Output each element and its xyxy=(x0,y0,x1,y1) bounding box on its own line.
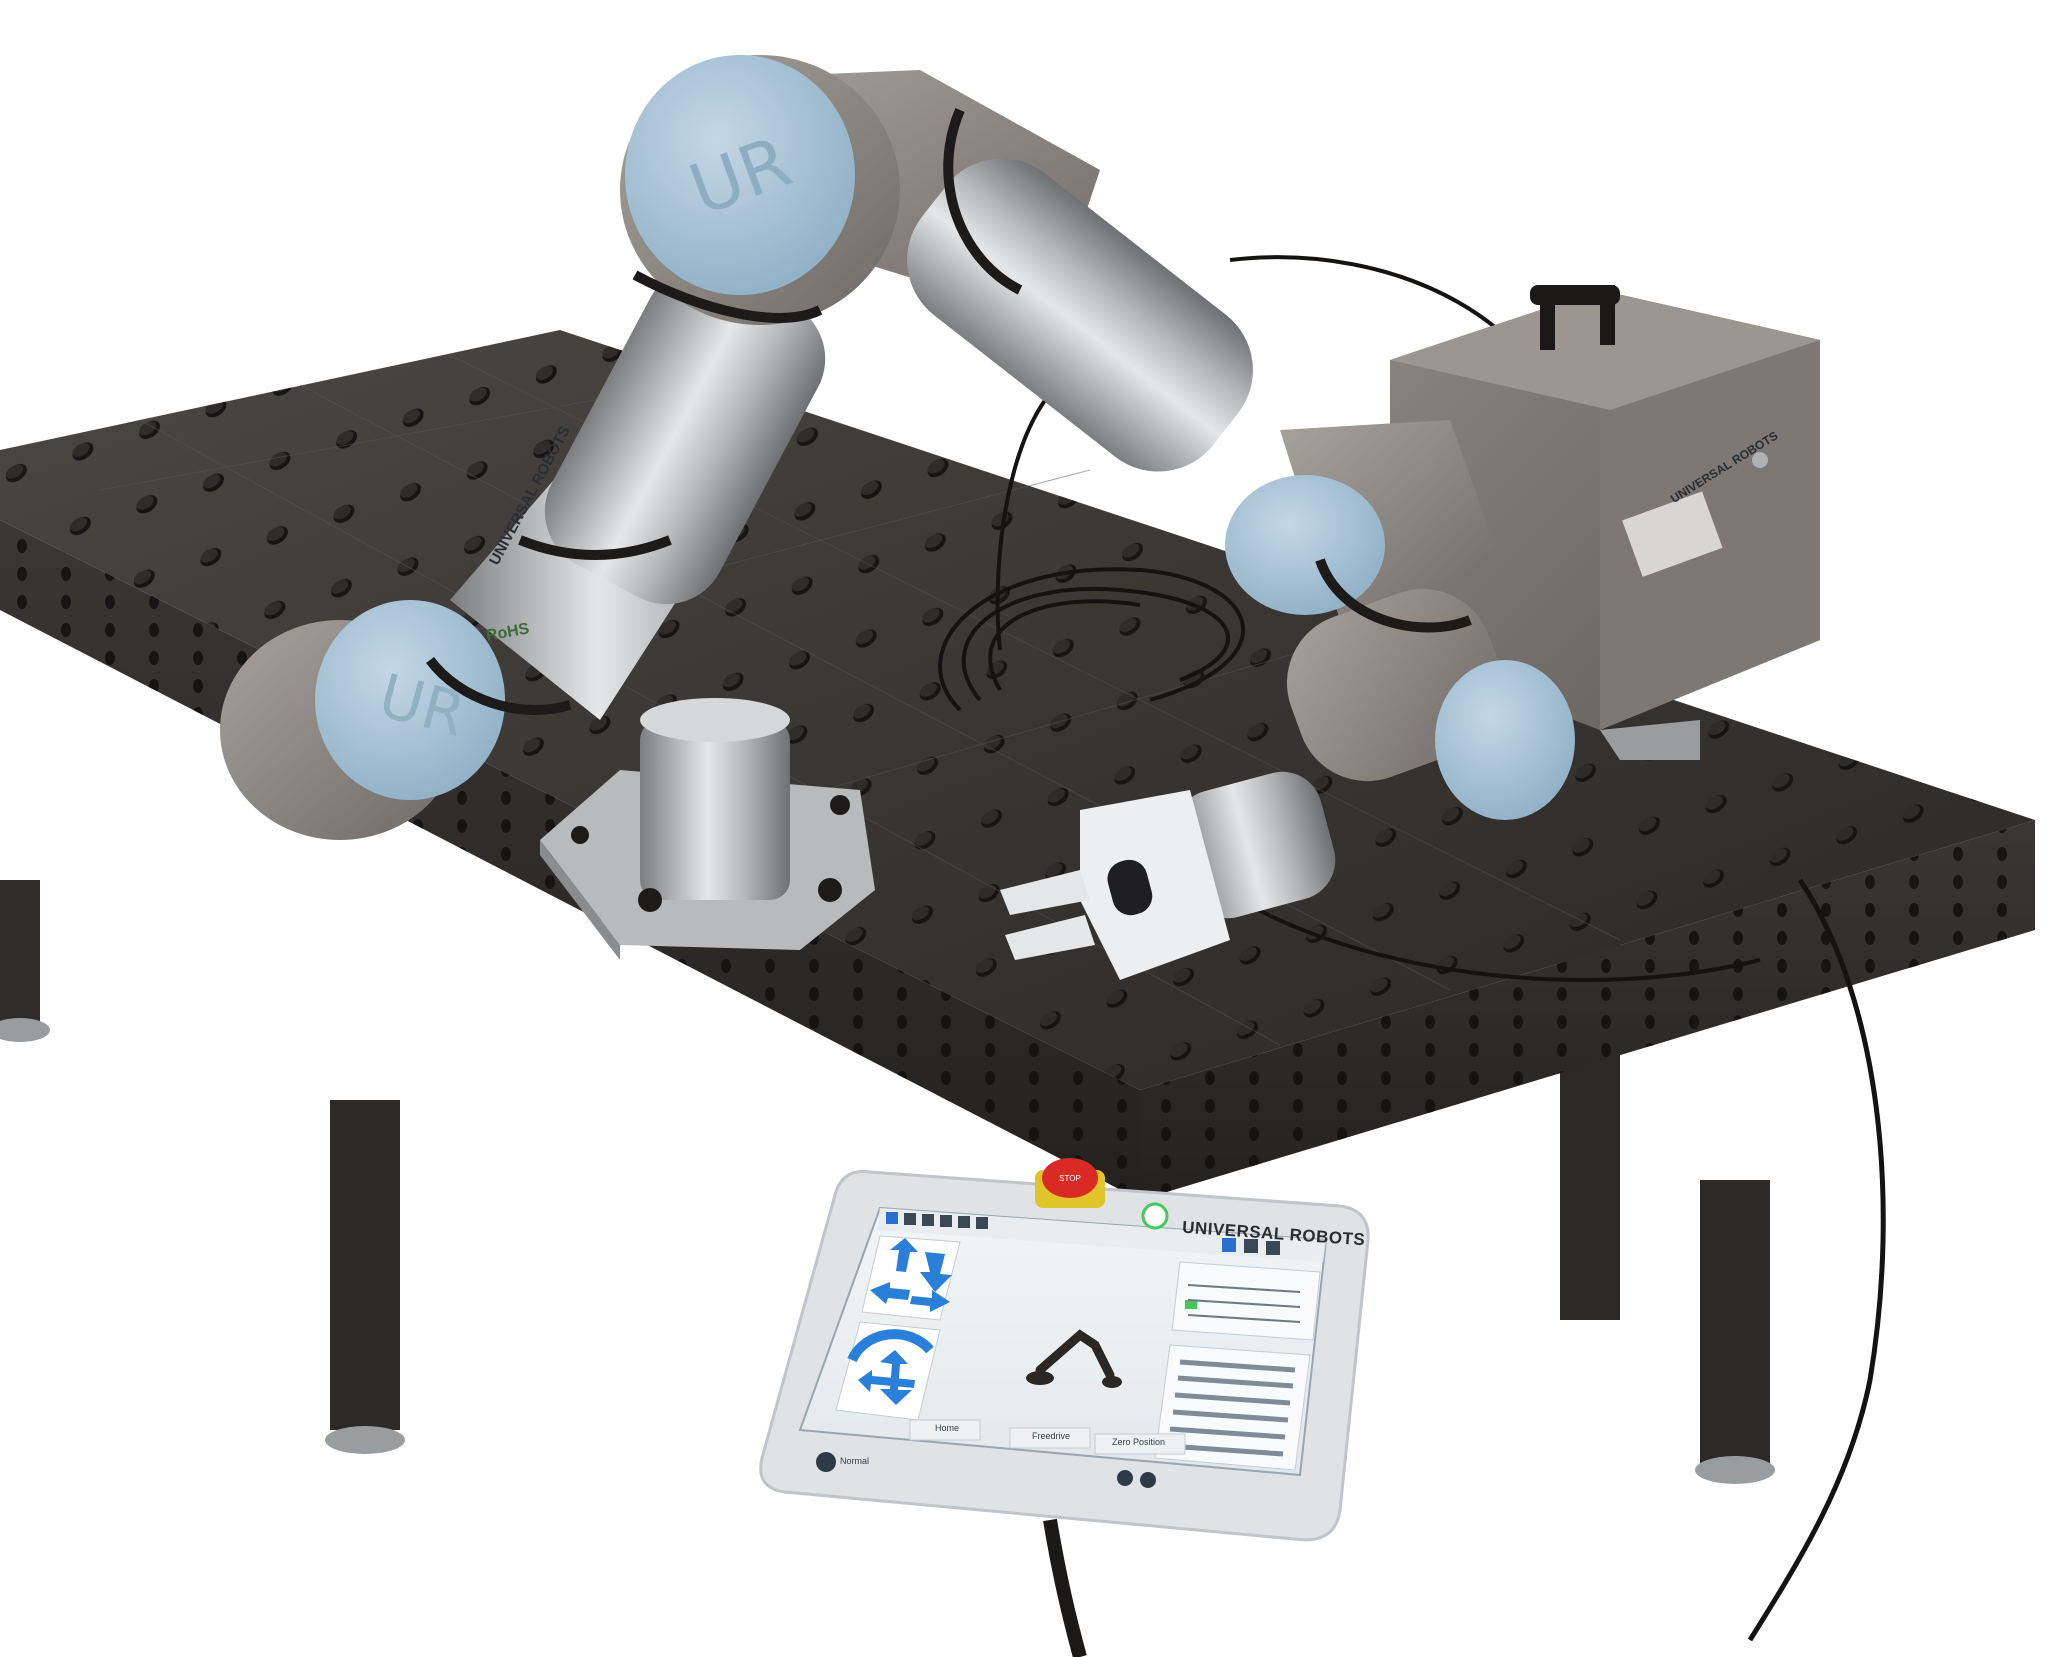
joint-cap xyxy=(1225,475,1385,615)
control-box xyxy=(1390,285,1820,760)
robot-3d-view xyxy=(1026,1329,1122,1388)
robot-arm: UR UR xyxy=(220,55,1575,980)
leg-foot xyxy=(325,1426,405,1454)
freedrive-button[interactable]: Freedrive xyxy=(1032,1431,1071,1441)
estop-label: STOP xyxy=(1059,1174,1081,1183)
home-button[interactable]: Home xyxy=(935,1423,960,1433)
table-side-right-holes xyxy=(1140,820,2035,1200)
leg-foot xyxy=(1695,1456,1775,1484)
freedrive-button-bg[interactable] xyxy=(1009,1427,1091,1449)
rotate-arrow-icon[interactable] xyxy=(847,1329,934,1363)
teach-pendant xyxy=(759,1158,1370,1542)
tcp-pose-panel xyxy=(1171,1261,1321,1341)
status-label: Normal xyxy=(840,1456,870,1466)
power-button-icon[interactable] xyxy=(1141,1202,1169,1230)
joint-cap xyxy=(315,600,505,800)
table-top-holes xyxy=(0,330,2035,1090)
leg-foot xyxy=(0,1018,50,1042)
home-button-bg[interactable] xyxy=(909,1419,981,1441)
table-leg-front-left xyxy=(330,1100,400,1430)
arrow-right-icon[interactable] xyxy=(910,1290,950,1312)
emergency-stop-button[interactable] xyxy=(1042,1158,1098,1198)
joint-cap xyxy=(625,55,855,295)
arrow-down-icon[interactable] xyxy=(920,1252,952,1292)
rotate-jog-pad[interactable] xyxy=(835,1321,941,1421)
translate-jog-pad[interactable] xyxy=(861,1235,961,1321)
table-leg-left xyxy=(0,880,40,1030)
robot-base xyxy=(540,698,875,960)
joint-cap xyxy=(1435,660,1575,820)
stop-icon[interactable] xyxy=(1140,1472,1156,1488)
zero-position-button[interactable]: Zero Position xyxy=(1112,1437,1166,1447)
arrow-left-icon[interactable] xyxy=(870,1282,910,1304)
joint-sliders-panel[interactable] xyxy=(1154,1344,1311,1471)
ur-logo xyxy=(816,1452,836,1472)
arrow-cluster-icon[interactable] xyxy=(880,1350,912,1405)
arrow-up-icon[interactable] xyxy=(890,1238,918,1272)
play-icon[interactable] xyxy=(1117,1470,1133,1486)
table-leg-front-right xyxy=(1700,1180,1770,1470)
zero-position-button-bg[interactable] xyxy=(1094,1433,1186,1455)
